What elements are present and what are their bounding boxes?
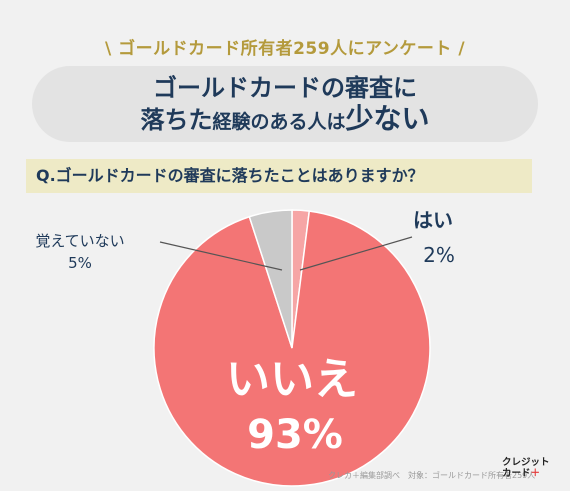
slice-value-unsure: 5%: [68, 254, 92, 272]
question-text: Q.ゴールドカードの審査に落ちたことはありますか？: [26, 159, 532, 193]
headline-line2: 落ちた経験のある人は少ない: [32, 102, 538, 139]
brand-plus-icon: ＋: [530, 468, 541, 479]
headline-line2-b: 経験のある人は: [212, 111, 346, 133]
slice-value-no: 93%: [247, 412, 343, 458]
leader-line-yes: [299, 236, 413, 271]
brand-line1: クレジット: [502, 457, 550, 468]
pie-slice-no: [153, 210, 431, 487]
slice-label-unsure: 覚えていない: [35, 232, 124, 250]
brand-line2: カード: [502, 468, 531, 479]
brand-logo: クレジット カード＋: [502, 457, 554, 479]
headline-box: ゴールドカードの審査に 落ちた経験のある人は少ない: [32, 66, 538, 142]
survey-label: \ ゴールドカード所有者259人にアンケート /: [104, 39, 466, 59]
leader-line-unsure: [159, 241, 283, 271]
slice-value-yes: 2%: [423, 243, 455, 267]
headline-line1: ゴールドカードの審査に: [153, 74, 417, 102]
pie-slice-unsure: [248, 209, 293, 349]
slice-label-yes: はい: [413, 208, 453, 232]
slice-label-no: いいえ: [226, 354, 358, 405]
source-note: クレカ＋編集部調べ 対象：ゴールドカード所有者259人: [328, 471, 536, 480]
headline-line2-c: 少ない: [345, 102, 430, 135]
headline-line2-a: 落ちた: [140, 106, 213, 134]
